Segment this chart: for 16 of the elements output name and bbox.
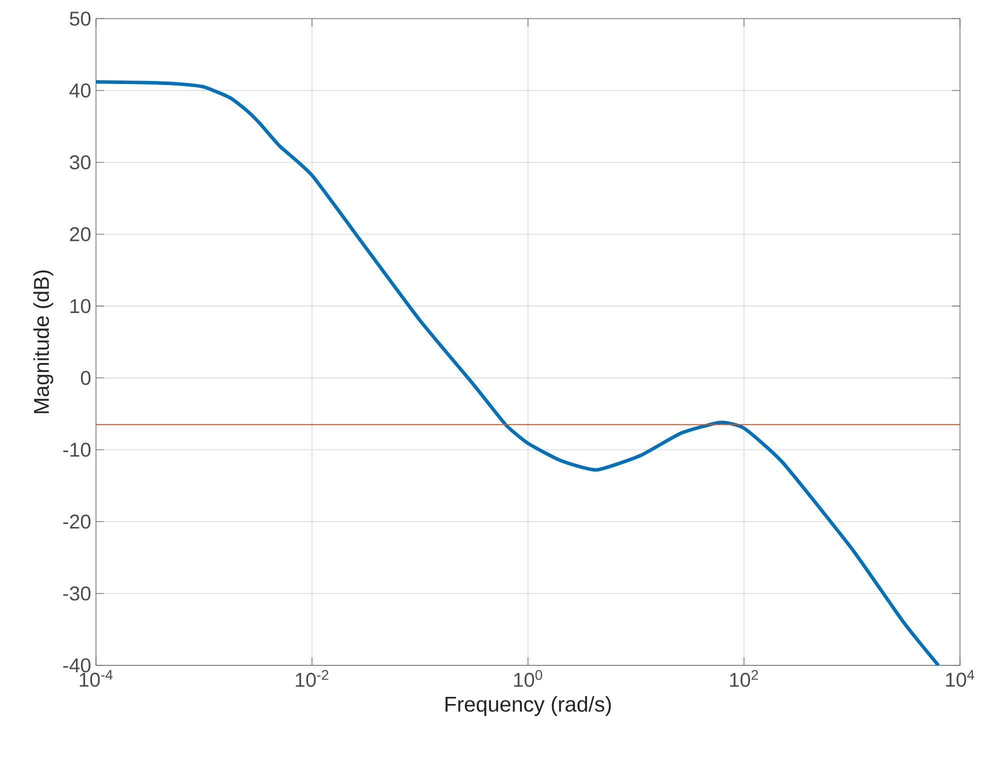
- y-tick-label: 50: [70, 12, 90, 26]
- y-tick-label: 40: [70, 83, 90, 98]
- y-tick-label: 20: [70, 227, 90, 242]
- y-tick-label: 10: [70, 298, 90, 314]
- y-tick-label: 0: [80, 370, 90, 385]
- x-tick-label: 10$^{0}$: [514, 670, 542, 687]
- y-axis-title: Magnitude (dB): [33, 270, 54, 414]
- y-tick-label: -40: [63, 658, 90, 672]
- y-tick-label: -30: [63, 586, 90, 601]
- x-tick-label: 10$^{2}$: [730, 670, 758, 687]
- x-tick-label: 10$^{-2}$: [296, 670, 328, 687]
- x-axis-title: Frequency (rad/s): [446, 696, 611, 716]
- y-tick-label: -10: [63, 442, 90, 457]
- y-tick-label: -20: [63, 514, 90, 529]
- y-tick-label: 30: [70, 155, 90, 170]
- x-tick-label: 10$^{4}$: [946, 670, 974, 687]
